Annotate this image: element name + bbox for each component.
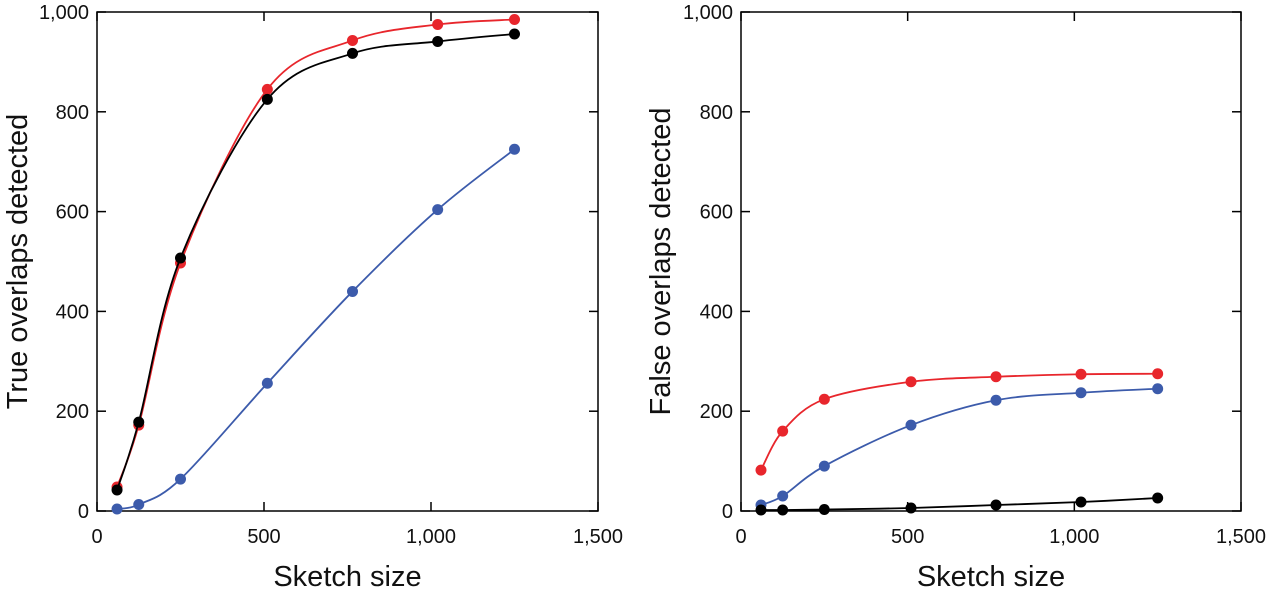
- y-tick-label: 1,000: [683, 2, 733, 24]
- y-tick-label: 200: [700, 401, 733, 423]
- y-axis-title: True overlaps detected: [2, 114, 34, 410]
- data-point: [1152, 368, 1164, 380]
- data-point: [777, 504, 789, 516]
- data-point: [818, 460, 830, 472]
- x-tick-label: 0: [91, 526, 102, 548]
- data-point: [175, 252, 186, 264]
- y-tick-label: 800: [56, 102, 89, 124]
- series-line: [760, 387, 1158, 506]
- data-point: [509, 143, 520, 155]
- x-tick-label: 0: [735, 526, 746, 548]
- series-0: [111, 13, 520, 493]
- data-point: [261, 93, 273, 105]
- data-point: [905, 419, 917, 431]
- y-tick-label: 200: [56, 401, 89, 423]
- x-tick-label: 1,500: [573, 526, 623, 548]
- data-point: [905, 376, 917, 388]
- data-point: [111, 503, 123, 515]
- y-axis-title: False overlaps detected: [645, 108, 677, 416]
- series-1: [111, 28, 520, 496]
- data-point: [347, 47, 359, 59]
- y-tick-label: 800: [700, 102, 733, 124]
- panel-false-overlaps: 0 200 400 600 800 1,000 0 500 1,000 1,500 Sketch s…: [645, 2, 1266, 593]
- data-point: [1152, 492, 1164, 504]
- x-axis-title: Sketch size: [273, 561, 421, 591]
- data-point: [432, 204, 444, 216]
- x-tick-label: 1,000: [1049, 526, 1099, 548]
- x-tick-label: 500: [247, 526, 280, 548]
- data-point: [133, 499, 145, 511]
- plot-frame: [96, 11, 599, 512]
- data-point: [755, 464, 767, 476]
- data-point: [1152, 383, 1164, 395]
- data-point: [990, 371, 1002, 383]
- panel-true-overlaps: 0 200 400 600 800 1,000 0 500 1,000 1,500 Sketch s…: [2, 2, 623, 593]
- data-point: [261, 377, 273, 389]
- data-point: [818, 393, 830, 405]
- data-point: [990, 394, 1002, 406]
- data-point: [755, 504, 767, 516]
- y-tick-label: 400: [56, 301, 89, 323]
- series-line: [116, 18, 515, 488]
- series-1: [755, 383, 1164, 511]
- x-tick-label: 1,500: [1216, 526, 1266, 548]
- y-tick-label: 0: [78, 501, 89, 523]
- data-point: [509, 13, 520, 25]
- y-tick-label: 1,000: [39, 2, 89, 24]
- data-point: [905, 502, 917, 514]
- series-line: [116, 33, 515, 491]
- data-point: [432, 18, 444, 30]
- series-2: [755, 492, 1164, 516]
- data-point: [175, 473, 186, 485]
- data-point: [990, 499, 1002, 511]
- series-0: [755, 368, 1164, 476]
- series-line: [116, 148, 516, 510]
- data-point: [777, 425, 789, 437]
- data-point: [1075, 387, 1087, 399]
- x-tick-label: 500: [891, 526, 924, 548]
- data-point: [1075, 496, 1087, 508]
- data-point: [432, 35, 444, 47]
- y-tick-label: 0: [722, 501, 733, 523]
- data-point: [133, 416, 145, 428]
- y-tick-label: 600: [700, 202, 733, 224]
- y-tick-label: 400: [700, 301, 733, 323]
- data-point: [509, 28, 520, 40]
- x-axis-title: Sketch size: [917, 561, 1065, 591]
- data-point: [347, 285, 359, 297]
- x-tick-label: 1,000: [406, 526, 456, 548]
- series-line: [760, 372, 1158, 471]
- data-point: [777, 490, 789, 502]
- data-point: [347, 34, 359, 46]
- plot-frame: [740, 11, 1242, 512]
- data-point: [818, 504, 830, 516]
- series-2: [111, 143, 520, 515]
- data-point: [111, 484, 123, 496]
- data-point: [1075, 368, 1087, 380]
- data-point: [261, 83, 273, 95]
- y-tick-label: 600: [56, 202, 89, 224]
